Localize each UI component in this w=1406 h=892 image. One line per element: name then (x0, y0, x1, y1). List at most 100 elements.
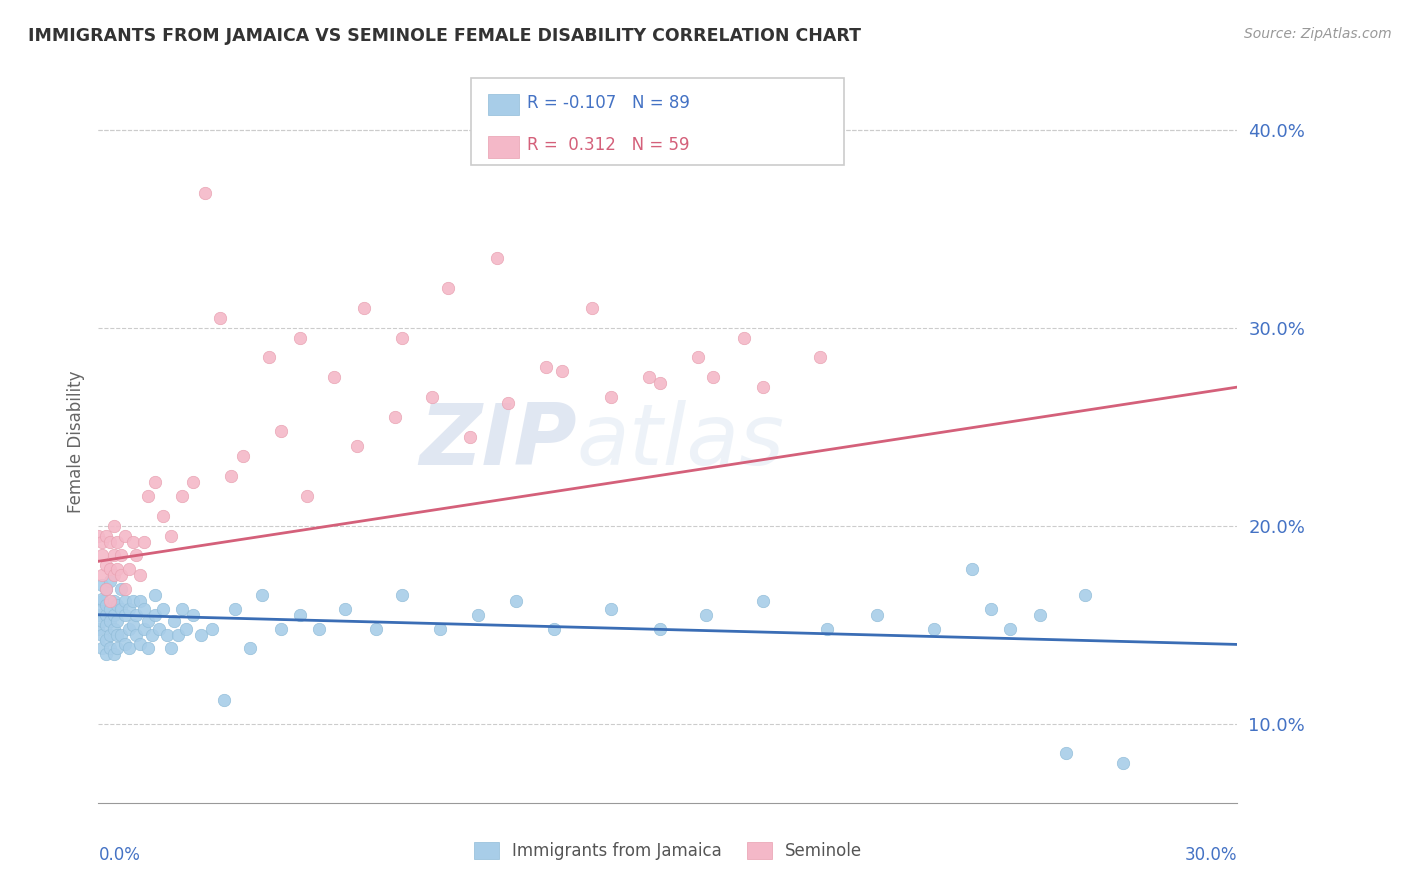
Point (695, 607, 717, 622)
Point (550, 364, 572, 378)
Point (110, 627, 132, 641)
Point (288, 330, 311, 344)
Point (429, 622, 451, 636)
Point (94, 558, 117, 573)
Point (391, 588, 413, 602)
Point (110, 549, 132, 563)
Point (1029, 607, 1052, 622)
Point (114, 594, 136, 608)
Point (145, 588, 167, 602)
Point (505, 594, 527, 608)
Point (114, 582, 136, 596)
Point (118, 622, 141, 636)
Point (132, 622, 155, 636)
Point (136, 489, 159, 503)
Point (98, 602, 121, 616)
Point (94, 648, 117, 662)
Point (103, 518, 125, 533)
Point (118, 641, 141, 656)
Point (103, 622, 125, 636)
Text: 30.0%: 30.0% (1185, 847, 1237, 864)
Point (808, 351, 831, 365)
Point (136, 614, 159, 628)
Text: 0.0%: 0.0% (98, 847, 141, 864)
Point (132, 602, 155, 616)
Point (174, 622, 197, 636)
Text: atlas: atlas (576, 400, 785, 483)
Point (536, 360, 558, 375)
Text: R =  0.312   N = 59: R = 0.312 N = 59 (527, 136, 690, 154)
Point (148, 622, 170, 636)
Point (87, 622, 110, 636)
Point (91, 534, 114, 549)
Point (650, 622, 672, 636)
Point (121, 617, 143, 632)
Point (136, 641, 159, 656)
Point (543, 622, 565, 636)
Point (600, 602, 623, 616)
Point (107, 562, 129, 576)
Point (98, 534, 121, 549)
Point (114, 607, 136, 622)
Point (1112, 756, 1135, 771)
Point (98, 614, 121, 628)
Point (107, 598, 129, 612)
Point (103, 594, 125, 608)
Point (114, 528, 136, 542)
Point (650, 376, 672, 391)
Point (194, 186, 217, 200)
Text: ZIP: ZIP (419, 400, 576, 483)
Point (98, 641, 121, 656)
Point (1074, 588, 1097, 602)
Point (94, 582, 117, 596)
Point (581, 301, 603, 315)
Point (110, 602, 132, 616)
Point (288, 607, 311, 622)
Point (91, 568, 114, 582)
Point (308, 622, 330, 636)
Point (103, 607, 125, 622)
Point (391, 330, 413, 344)
Point (866, 607, 889, 622)
Point (98, 627, 121, 641)
Point (270, 424, 292, 438)
Point (167, 627, 190, 641)
Point (94, 607, 117, 622)
Point (91, 614, 114, 628)
Point (270, 622, 292, 636)
Point (239, 641, 262, 656)
Point (87, 528, 110, 542)
Point (91, 549, 114, 563)
Point (94, 617, 117, 632)
Point (422, 390, 444, 404)
Text: IMMIGRANTS FROM JAMAICA VS SEMINOLE FEMALE DISABILITY CORRELATION CHART: IMMIGRANTS FROM JAMAICA VS SEMINOLE FEMA… (28, 27, 860, 45)
Point (460, 429, 482, 443)
Point (125, 627, 148, 641)
Point (815, 622, 838, 636)
Point (353, 301, 375, 315)
Point (159, 641, 181, 656)
Point (118, 602, 141, 616)
Point (163, 614, 186, 628)
Point (190, 627, 212, 641)
Point (600, 390, 623, 404)
Point (752, 594, 775, 608)
Point (103, 648, 125, 662)
Point (107, 614, 129, 628)
Point (94, 528, 117, 542)
Point (145, 607, 167, 622)
Point (212, 693, 235, 707)
Point (201, 622, 224, 636)
Point (346, 440, 368, 454)
Point (141, 627, 163, 641)
Point (94, 598, 117, 612)
Point (107, 627, 129, 641)
Point (486, 252, 509, 266)
Point (998, 622, 1021, 636)
Point (125, 549, 148, 563)
Point (91, 627, 114, 641)
Point (129, 594, 152, 608)
Point (979, 602, 1001, 616)
Point (103, 568, 125, 582)
Point (132, 534, 155, 549)
